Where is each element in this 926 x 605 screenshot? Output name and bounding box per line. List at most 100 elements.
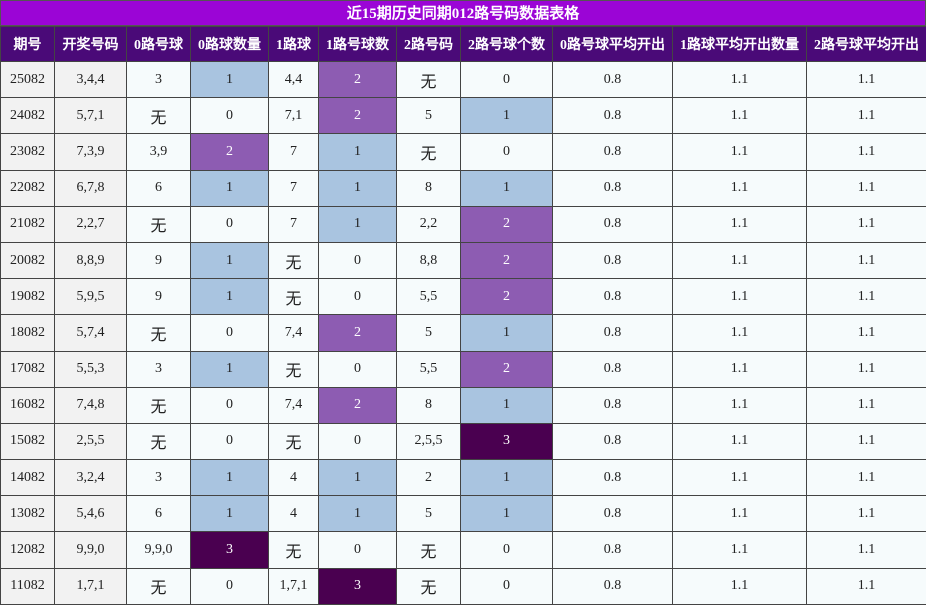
table-cell: 2 bbox=[318, 97, 397, 135]
table-cell: 21082 bbox=[0, 205, 55, 243]
column-header: 2路号球个数 bbox=[460, 26, 553, 62]
table-cell: 9,9,0 bbox=[126, 531, 191, 569]
column-header: 1路球 bbox=[268, 26, 319, 62]
table-cell: 0.8 bbox=[552, 314, 673, 352]
column-header: 1路球平均开出数量 bbox=[672, 26, 807, 62]
table-cell: 0 bbox=[460, 133, 553, 171]
table-cell: 5 bbox=[396, 495, 461, 533]
table-cell: 3 bbox=[190, 531, 269, 569]
table-row: 21082 2,2,7 无 0 7 1 2,2 2 0.8 1.1 1.1 bbox=[0, 205, 926, 243]
table-cell: 2 bbox=[190, 133, 269, 171]
table-cell: 无 bbox=[126, 422, 191, 461]
table-cell: 0.8 bbox=[552, 495, 673, 533]
table-cell: 4 bbox=[268, 459, 319, 497]
header-row: 期号 开奖号码 0路号球 0路球数量 1路球 1路号球数 2路号码 2路号球个数 0路号球平均开… bbox=[0, 26, 926, 62]
table-cell: 3,9 bbox=[126, 133, 191, 171]
table-cell: 1.1 bbox=[672, 97, 807, 135]
table-cell: 无 bbox=[126, 314, 191, 352]
table-cell: 16082 bbox=[0, 386, 55, 424]
table-cell: 0 bbox=[318, 241, 397, 280]
table-cell: 0.8 bbox=[552, 567, 673, 605]
table-cell: 8 bbox=[396, 386, 461, 424]
table-cell: 1 bbox=[318, 169, 397, 207]
table-cell: 2,2 bbox=[396, 205, 461, 243]
table-cell: 7,4 bbox=[268, 314, 319, 352]
table-cell: 5 bbox=[396, 97, 461, 135]
table-cell: 0 bbox=[318, 531, 397, 569]
table-cell: 1 bbox=[460, 97, 553, 135]
table-cell: 1 bbox=[318, 495, 397, 533]
table-cell: 14082 bbox=[0, 459, 55, 497]
table-cell: 1.1 bbox=[806, 205, 926, 243]
table-cell: 0.8 bbox=[552, 422, 673, 461]
table-cell: 13082 bbox=[0, 495, 55, 533]
table-cell: 5,7,1 bbox=[54, 97, 127, 135]
table-cell: 1 bbox=[318, 205, 397, 243]
table-cell: 无 bbox=[268, 350, 319, 388]
table-cell: 20082 bbox=[0, 241, 55, 280]
table-cell: 5,9,5 bbox=[54, 278, 127, 316]
table-cell: 1,7,1 bbox=[268, 567, 319, 605]
table-body: 25082 3,4,4 3 1 4,4 2 无 0 0.8 1.1 1.1 24082 5,7,1 无 0 7… bbox=[0, 60, 926, 605]
table-cell: 1.1 bbox=[672, 241, 807, 280]
table-cell: 0 bbox=[190, 314, 269, 352]
table-cell: 1 bbox=[460, 169, 553, 207]
table-cell: 1.1 bbox=[672, 386, 807, 424]
table-cell: 5,7,4 bbox=[54, 314, 127, 352]
table-row: 20082 8,8,9 9 1 无 0 8,8 2 0.8 1.1 1.1 bbox=[0, 241, 926, 280]
table-cell: 2,5,5 bbox=[54, 422, 127, 461]
table-row: 23082 7,3,9 3,9 2 7 1 无 0 0.8 1.1 1.1 bbox=[0, 133, 926, 171]
table-cell: 5,5 bbox=[396, 278, 461, 316]
table-cell: 1.1 bbox=[672, 205, 807, 243]
table-cell: 2 bbox=[396, 459, 461, 497]
table-cell: 2 bbox=[318, 60, 397, 99]
table-cell: 1.1 bbox=[806, 459, 926, 497]
table-cell: 1 bbox=[190, 350, 269, 388]
table-cell: 1.1 bbox=[672, 314, 807, 352]
table-row: 25082 3,4,4 3 1 4,4 2 无 0 0.8 1.1 1.1 bbox=[0, 60, 926, 99]
table-cell: 0.8 bbox=[552, 133, 673, 171]
table-cell: 1.1 bbox=[806, 567, 926, 605]
table-cell: 无 bbox=[268, 241, 319, 280]
table-cell: 0.8 bbox=[552, 459, 673, 497]
table-cell: 9,9,0 bbox=[54, 531, 127, 569]
table-cell: 25082 bbox=[0, 60, 55, 99]
table-cell: 1 bbox=[190, 495, 269, 533]
table-cell: 0.8 bbox=[552, 241, 673, 280]
data-table: 期号 开奖号码 0路号球 0路球数量 1路球 1路号球数 2路号码 2路号球个数 0路号球平均开… bbox=[0, 26, 926, 605]
table-cell: 1 bbox=[460, 386, 553, 424]
table-cell: 22082 bbox=[0, 169, 55, 207]
table-cell: 无 bbox=[126, 205, 191, 243]
table-cell: 2 bbox=[460, 278, 553, 316]
column-header: 2路号码 bbox=[396, 26, 461, 62]
table-cell: 7,4 bbox=[268, 386, 319, 424]
table-cell: 1.1 bbox=[672, 422, 807, 461]
table-cell: 1.1 bbox=[806, 97, 926, 135]
table-cell: 0.8 bbox=[552, 278, 673, 316]
table-cell: 1.1 bbox=[806, 350, 926, 388]
table-cell: 0 bbox=[190, 567, 269, 605]
table-cell: 1.1 bbox=[672, 350, 807, 388]
table-cell: 0 bbox=[318, 422, 397, 461]
table-cell: 3 bbox=[126, 350, 191, 388]
table-cell: 0 bbox=[190, 422, 269, 461]
table-cell: 1.1 bbox=[672, 567, 807, 605]
table-cell: 0.8 bbox=[552, 531, 673, 569]
table-cell: 0 bbox=[190, 205, 269, 243]
table-cell: 1.1 bbox=[806, 169, 926, 207]
table-cell: 7 bbox=[268, 205, 319, 243]
table-cell: 无 bbox=[396, 60, 461, 99]
table-row: 13082 5,4,6 6 1 4 1 5 1 0.8 1.1 1.1 bbox=[0, 495, 926, 533]
column-header: 2路号球平均开出 bbox=[806, 26, 926, 62]
table-row: 24082 5,7,1 无 0 7,1 2 5 1 0.8 1.1 1.1 bbox=[0, 97, 926, 135]
table-cell: 7 bbox=[268, 133, 319, 171]
table-cell: 23082 bbox=[0, 133, 55, 171]
table-cell: 2 bbox=[460, 350, 553, 388]
table-row: 15082 2,5,5 无 0 无 0 2,5,5 3 0.8 1.1 1.1 bbox=[0, 422, 926, 461]
table-cell: 7,3,9 bbox=[54, 133, 127, 171]
table-cell: 5,5 bbox=[396, 350, 461, 388]
table-cell: 7,4,8 bbox=[54, 386, 127, 424]
table-cell: 1,7,1 bbox=[54, 567, 127, 605]
table-cell: 1.1 bbox=[672, 133, 807, 171]
